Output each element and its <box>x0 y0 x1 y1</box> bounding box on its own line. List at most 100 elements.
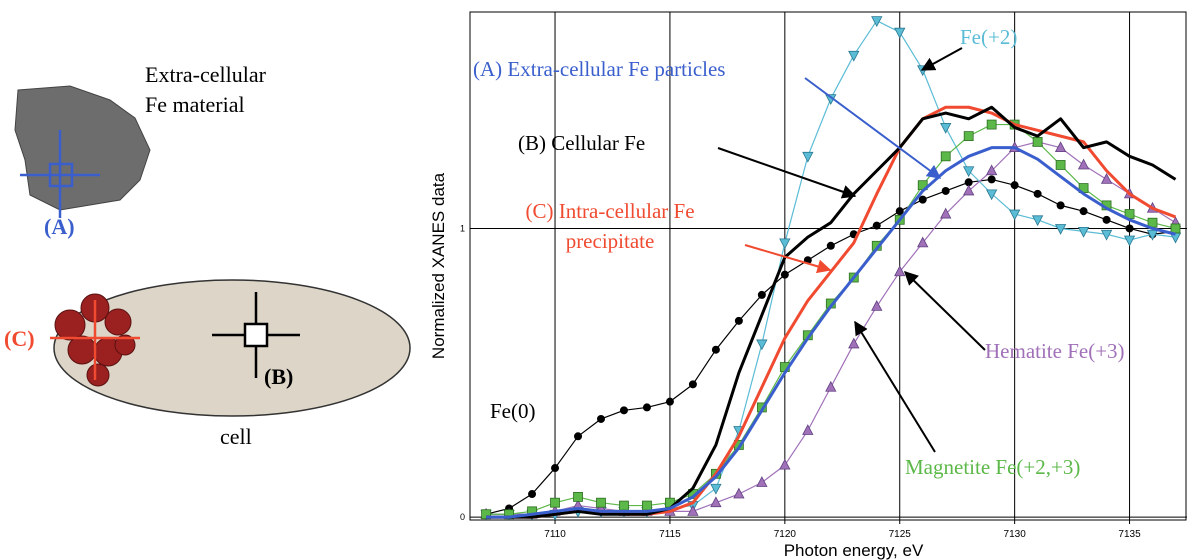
annotation-arrow <box>744 244 832 274</box>
series-label: Fe(0) <box>490 399 536 423</box>
data-point <box>504 509 514 520</box>
data-point <box>1146 229 1159 241</box>
annotation: Hematite Fe(+3) <box>985 339 1125 363</box>
data-point <box>895 207 904 216</box>
data-point <box>551 464 560 473</box>
data-point <box>1054 224 1067 235</box>
series-line <box>486 146 1176 519</box>
label-b: (B) <box>264 364 293 389</box>
data-point <box>780 270 789 279</box>
data-point <box>963 131 974 142</box>
data-point <box>848 337 860 349</box>
data-point <box>756 339 768 351</box>
data-point <box>642 403 651 412</box>
label-c: (C) <box>4 326 35 351</box>
data-point <box>1102 215 1111 224</box>
extra-label: Extra-cellular <box>145 62 267 87</box>
data-point <box>802 151 814 163</box>
data-point <box>986 119 997 130</box>
data-point <box>756 476 768 487</box>
data-point <box>1010 181 1019 190</box>
annotation-arrow <box>717 147 857 199</box>
extra-cellular-blob <box>14 85 151 211</box>
data-point <box>573 492 583 502</box>
annotation: (C) Intra-cellular Fe precipitate <box>525 199 695 253</box>
data-point <box>710 483 722 495</box>
x-tick-label: 7125 <box>889 529 912 540</box>
y-tick-label: 0 <box>460 512 465 522</box>
diagram: Extra-cellular Fe material (A) (C) (B) c… <box>4 62 411 449</box>
data-point <box>1077 158 1090 170</box>
data-point <box>987 175 996 184</box>
series <box>480 135 1182 519</box>
data-point <box>550 497 560 508</box>
data-point <box>871 16 883 28</box>
data-point <box>1032 136 1043 147</box>
x-tick-label: 7135 <box>1118 529 1141 540</box>
data-point <box>986 189 998 201</box>
data-point <box>1055 160 1066 170</box>
data-point <box>619 406 628 415</box>
series-label: Fe(+2) <box>960 25 1018 49</box>
data-point <box>986 164 998 176</box>
data-point <box>1100 229 1113 241</box>
x-tick-label: 7130 <box>1004 529 1027 540</box>
crosshair-c <box>50 300 140 380</box>
y-axis-label: Normalized XANES data <box>429 172 448 359</box>
data-point <box>1031 215 1044 227</box>
data-point <box>941 186 950 195</box>
data-point <box>826 241 835 250</box>
series-label: (A) Extra-cellular Fe particles <box>473 57 726 81</box>
data-point <box>711 345 720 354</box>
data-point <box>1100 173 1113 184</box>
annotation: (B) Cellular Fe <box>518 131 646 155</box>
data-point <box>710 496 722 508</box>
series <box>486 105 1177 519</box>
annotation-arrow <box>920 47 963 71</box>
data-point <box>848 50 860 62</box>
x-axis-label: Photon energy, eV <box>784 541 924 560</box>
series <box>486 146 1176 519</box>
series-label: Hematite Fe(+3) <box>985 339 1125 363</box>
data-point <box>734 316 743 325</box>
data-point <box>1054 141 1067 153</box>
cell <box>53 279 411 417</box>
data-point <box>802 424 814 435</box>
data-point <box>1125 224 1134 233</box>
annotation: Magnetite Fe(+2,+3) <box>905 455 1080 479</box>
data-point <box>940 123 952 134</box>
cell-label: cell <box>220 424 252 449</box>
crosshair-a <box>20 130 100 218</box>
data-point <box>918 195 927 204</box>
data-point <box>940 207 952 219</box>
data-point <box>894 265 906 277</box>
annotation: Fe(+2) <box>960 25 1018 49</box>
data-point <box>1079 207 1088 216</box>
data-point <box>825 380 837 392</box>
annotation-arrow <box>804 77 942 179</box>
data-point <box>596 414 605 423</box>
annotation: Fe(0) <box>490 399 536 423</box>
plot: 7110 7115 7120 7125 7130 7135 0 1 Photon energy,… <box>429 11 1187 560</box>
precipitate <box>54 293 136 387</box>
data-point <box>963 166 975 178</box>
data-point <box>1008 209 1021 221</box>
data-point <box>964 178 973 187</box>
data-point <box>894 27 906 39</box>
x-tick-label: 7110 <box>544 529 566 540</box>
series-label: (C) Intra-cellular Fe precipitate <box>525 199 695 253</box>
data-point <box>688 380 697 389</box>
data-point <box>917 236 929 248</box>
data-point <box>963 184 975 196</box>
annotation: (A) Extra-cellular Fe particles <box>473 57 726 81</box>
series-label: (B) Cellular Fe <box>518 131 646 155</box>
data-point <box>871 300 883 311</box>
data-point <box>574 432 583 441</box>
data-point <box>1033 189 1042 198</box>
extra-label: Fe material <box>145 92 245 117</box>
label-a: (A) <box>44 214 75 239</box>
data-point <box>528 490 537 499</box>
series-line <box>486 105 1177 519</box>
data-point <box>779 238 791 250</box>
